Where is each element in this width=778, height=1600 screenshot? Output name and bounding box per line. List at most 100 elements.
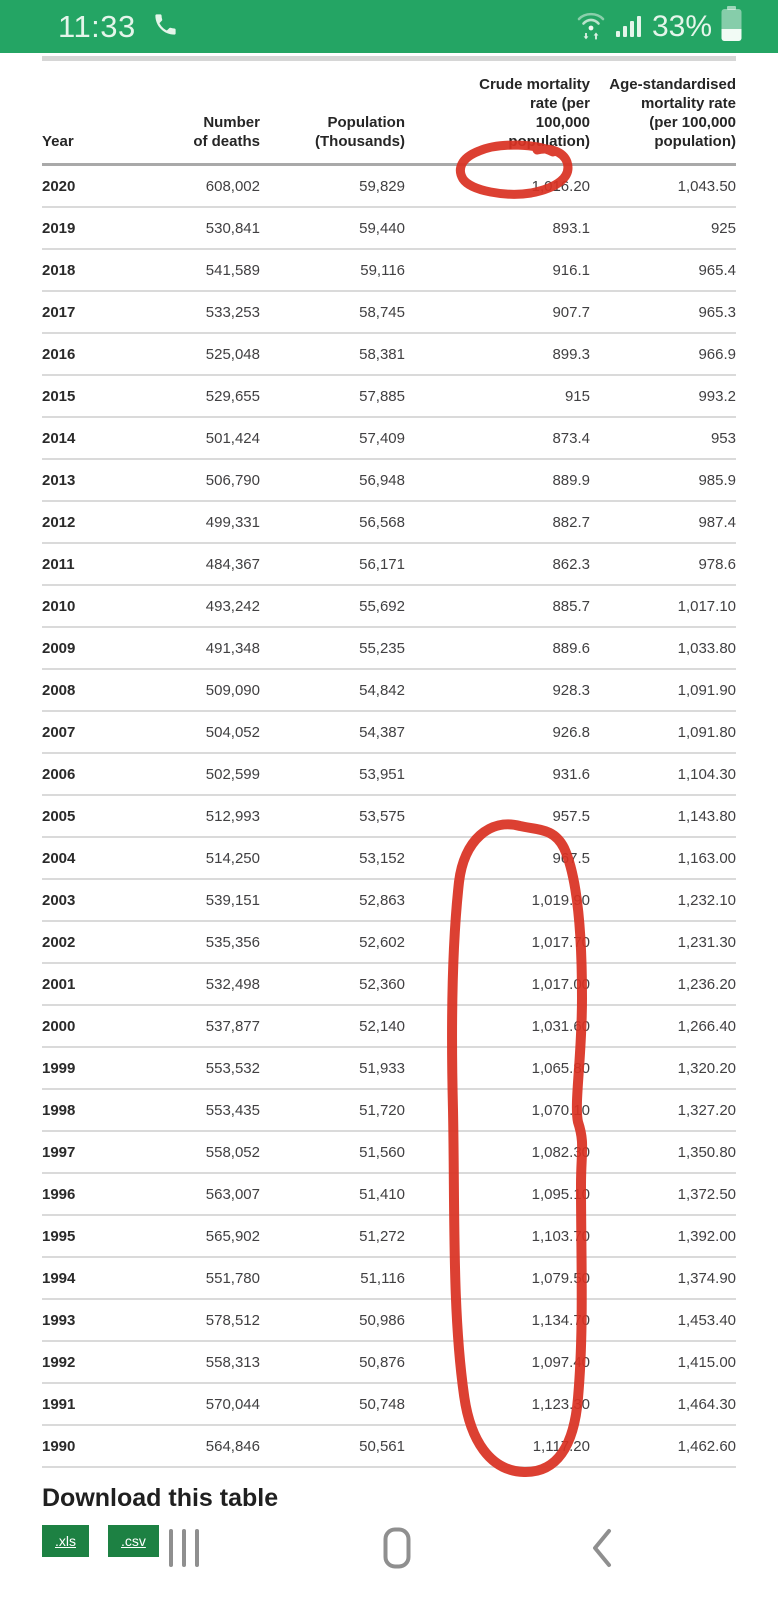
- crude-rate-cell: 916.1: [552, 261, 590, 279]
- age-standardised-rate-cell: 978.6: [698, 555, 736, 573]
- population-cell: 56,568: [359, 513, 405, 531]
- home-button[interactable]: [377, 1521, 417, 1575]
- crude-rate-cell: 967.5: [552, 849, 590, 867]
- table-row: 1991 570,044 50,748 1,123.30 1,464.30: [42, 1384, 736, 1427]
- year-cell: 2015: [42, 387, 76, 405]
- crude-rate-cell: 928.3: [552, 681, 590, 699]
- year-cell: 1995: [42, 1227, 76, 1245]
- download-xls-label: .xls: [55, 1533, 76, 1550]
- deaths-cell: 564,846: [205, 1437, 260, 1455]
- age-standardised-rate-cell: 1,231.30: [677, 933, 736, 951]
- table-row: 2016 525,048 58,381 899.3 966.9: [42, 334, 736, 377]
- deaths-cell: 608,002: [205, 177, 260, 195]
- age-standardised-rate-cell: 1,392.00: [677, 1227, 736, 1245]
- status-bar: 11:33: [0, 0, 778, 53]
- age-standardised-rate-cell: 1,327.20: [677, 1101, 736, 1119]
- deaths-cell: 570,044: [205, 1395, 260, 1413]
- deaths-cell: 558,052: [205, 1143, 260, 1161]
- population-cell: 58,745: [359, 303, 405, 321]
- population-cell: 56,171: [359, 555, 405, 573]
- recent-apps-button[interactable]: [158, 1522, 210, 1574]
- table-row: 2008 509,090 54,842 928.3 1,091.90: [42, 670, 736, 713]
- table-row: 2006 502,599 53,951 931.6 1,104.30: [42, 754, 736, 797]
- year-cell: 2004: [42, 849, 76, 867]
- table-row: 2020 608,002 59,829 1,016.20 1,043.50: [42, 166, 736, 209]
- table-row: 2010 493,242 55,692 885.7 1,017.10: [42, 586, 736, 629]
- age-standardised-rate-cell: 1,415.00: [677, 1353, 736, 1371]
- year-cell: 2018: [42, 261, 76, 279]
- age-standardised-rate-cell: 993.2: [698, 387, 736, 405]
- deaths-cell: 506,790: [205, 471, 260, 489]
- year-cell: 2001: [42, 975, 76, 993]
- year-cell: 1990: [42, 1437, 76, 1455]
- deaths-cell: 512,993: [205, 807, 260, 825]
- crude-rate-cell: 1,016.20: [531, 177, 590, 195]
- table-row: 1992 558,313 50,876 1,097.40 1,415.00: [42, 1342, 736, 1385]
- android-navigation-bar: [0, 1512, 778, 1584]
- table-row: 1996 563,007 51,410 1,095.10 1,372.50: [42, 1174, 736, 1217]
- table-row: 2012 499,331 56,568 882.7 987.4: [42, 502, 736, 545]
- crude-rate-cell: 873.4: [552, 429, 590, 447]
- column-header-age-standardised-rate: Age-standardised mortality rate (per 100…: [609, 76, 736, 151]
- year-cell: 1991: [42, 1395, 76, 1413]
- population-cell: 55,692: [359, 597, 405, 615]
- download-heading: Download this table: [42, 1484, 279, 1513]
- deaths-cell: 530,841: [205, 219, 260, 237]
- population-cell: 51,720: [359, 1101, 405, 1119]
- age-standardised-rate-cell: 1,462.60: [677, 1437, 736, 1455]
- table-row: 2014 501,424 57,409 873.4 953: [42, 418, 736, 461]
- deaths-cell: 563,007: [205, 1185, 260, 1203]
- crude-rate-cell: 882.7: [552, 513, 590, 531]
- year-cell: 2010: [42, 597, 76, 615]
- crude-rate-cell: 1,134.70: [531, 1311, 590, 1329]
- population-cell: 50,876: [359, 1353, 405, 1371]
- age-standardised-rate-cell: 1,374.90: [677, 1269, 736, 1287]
- population-cell: 53,152: [359, 849, 405, 867]
- age-standardised-rate-cell: 1,453.40: [677, 1311, 736, 1329]
- year-cell: 1997: [42, 1143, 76, 1161]
- age-standardised-rate-cell: 925: [710, 219, 736, 237]
- table-row: 2004 514,250 53,152 967.5 1,163.00: [42, 838, 736, 881]
- crude-rate-cell: 915: [564, 387, 590, 405]
- download-buttons: .xls .csv: [42, 1525, 736, 1558]
- clock: 11:33: [58, 8, 136, 44]
- download-csv-button[interactable]: .csv: [108, 1525, 159, 1558]
- table-row: 2013 506,790 56,948 889.9 985.9: [42, 460, 736, 503]
- population-cell: 52,140: [359, 1017, 405, 1035]
- column-header-population: Population (Thousands): [315, 114, 405, 151]
- population-cell: 51,933: [359, 1059, 405, 1077]
- population-cell: 51,116: [360, 1269, 405, 1287]
- crude-rate-cell: 1,117.20: [532, 1437, 590, 1455]
- population-cell: 53,951: [359, 765, 405, 783]
- table-row: 1995 565,902 51,272 1,103.70 1,392.00: [42, 1216, 736, 1259]
- year-cell: 1992: [42, 1353, 76, 1371]
- deaths-cell: 533,253: [205, 303, 260, 321]
- table-row: 2001 532,498 52,360 1,017.00 1,236.20: [42, 964, 736, 1007]
- age-standardised-rate-cell: 1,043.50: [677, 177, 736, 195]
- age-standardised-rate-cell: 965.3: [698, 303, 736, 321]
- phone-call-icon: [152, 11, 179, 43]
- battery-percentage: 33%: [651, 9, 712, 43]
- year-cell: 1998: [42, 1101, 76, 1119]
- crude-rate-cell: 907.7: [552, 303, 590, 321]
- crude-rate-cell: 1,103.70: [531, 1227, 590, 1245]
- download-xls-button[interactable]: .xls: [42, 1525, 89, 1558]
- table-row: 2007 504,052 54,387 926.8 1,091.80: [42, 712, 736, 755]
- age-standardised-rate-cell: 965.4: [698, 261, 736, 279]
- year-cell: 1996: [42, 1185, 76, 1203]
- deaths-cell: 525,048: [205, 345, 260, 363]
- age-standardised-rate-cell: 1,266.40: [677, 1017, 736, 1035]
- table-body: 2020 608,002 59,829 1,016.20 1,043.50 2019 530…: [42, 166, 736, 1469]
- age-standardised-rate-cell: 1,091.80: [677, 723, 736, 741]
- year-cell: 2002: [42, 933, 76, 951]
- crude-rate-cell: 1,070.10: [531, 1101, 590, 1119]
- crude-rate-cell: 1,123.30: [531, 1395, 590, 1413]
- back-button[interactable]: [584, 1522, 620, 1574]
- year-cell: 2005: [42, 807, 76, 825]
- deaths-cell: 532,498: [205, 975, 260, 993]
- age-standardised-rate-cell: 1,033.80: [677, 639, 736, 657]
- age-standardised-rate-cell: 1,236.20: [677, 975, 736, 993]
- crude-rate-cell: 885.7: [552, 597, 590, 615]
- year-cell: 1999: [42, 1059, 76, 1077]
- table-row: 2003 539,151 52,863 1,019.90 1,232.10: [42, 880, 736, 923]
